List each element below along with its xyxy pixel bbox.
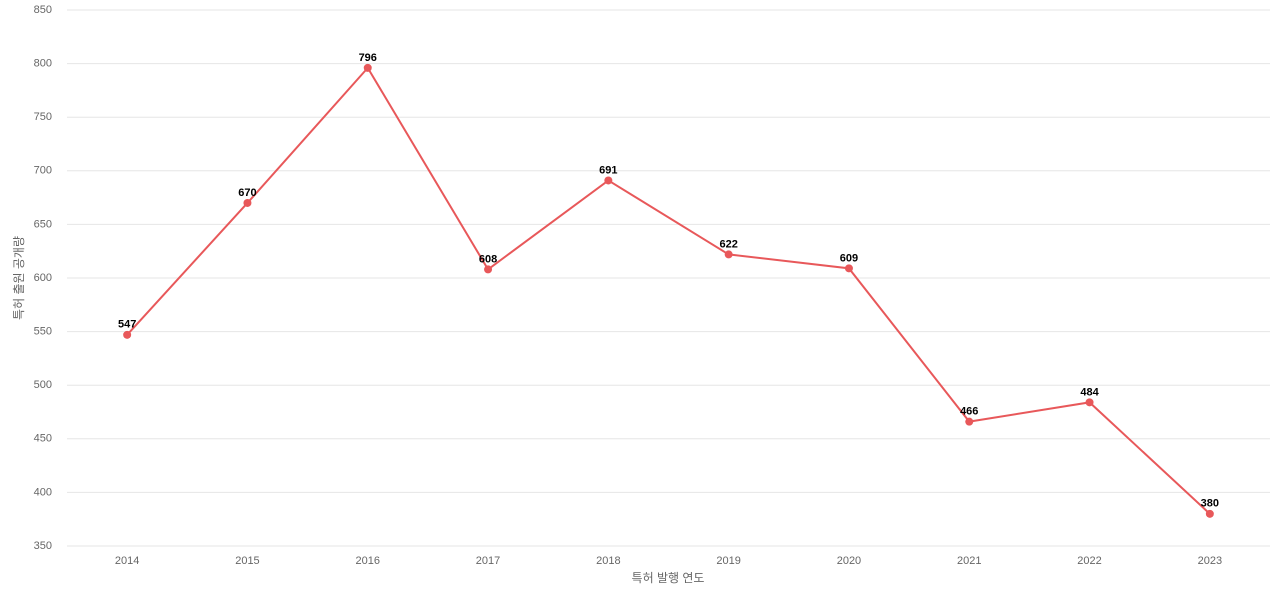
point — [363, 63, 372, 72]
x-tick-label: 2021 — [957, 555, 981, 567]
y-tick-label: 450 — [34, 433, 52, 445]
x-tick-label: 2016 — [356, 555, 380, 567]
point — [484, 265, 493, 274]
y-tick-label: 700 — [34, 165, 52, 177]
value-label: 466 — [960, 406, 978, 418]
x-tick-label: 2020 — [837, 555, 861, 567]
value-label: 796 — [359, 52, 377, 64]
value-label: 547 — [118, 319, 136, 331]
point — [123, 330, 132, 339]
y-tick-label: 800 — [34, 58, 52, 70]
x-tick-label: 2017 — [476, 555, 500, 567]
point — [1085, 398, 1094, 407]
x-tick-label: 2018 — [596, 555, 620, 567]
point — [604, 176, 613, 185]
y-tick-label: 500 — [34, 379, 52, 391]
value-label: 609 — [840, 252, 858, 264]
value-label: 484 — [1080, 386, 1099, 398]
point — [965, 417, 974, 426]
y-tick-label: 400 — [34, 486, 52, 498]
value-label: 608 — [479, 253, 497, 265]
x-tick-label: 2019 — [716, 555, 740, 567]
value-label: 622 — [719, 238, 737, 250]
point — [724, 250, 733, 259]
point — [844, 264, 853, 273]
value-label: 691 — [599, 164, 617, 176]
y-tick-label: 850 — [34, 4, 52, 16]
y-tick-label: 350 — [34, 540, 52, 552]
y-tick-label: 650 — [34, 218, 52, 230]
value-label: 380 — [1201, 498, 1219, 510]
y-axis-title: 특허 출원 공개량 — [12, 236, 26, 320]
x-tick-label: 2015 — [235, 555, 259, 567]
x-tick-label: 2014 — [115, 555, 139, 567]
y-tick-label: 750 — [34, 111, 52, 123]
point — [243, 198, 252, 207]
x-tick-label: 2022 — [1077, 555, 1101, 567]
x-tick-label: 2023 — [1198, 555, 1222, 567]
y-tick-label: 550 — [34, 326, 52, 338]
value-label: 670 — [238, 187, 256, 199]
point — [1205, 509, 1214, 518]
x-axis-title: 특허 발행 연도 — [632, 570, 705, 585]
y-tick-label: 600 — [34, 272, 52, 284]
line — [126, 66, 1211, 515]
